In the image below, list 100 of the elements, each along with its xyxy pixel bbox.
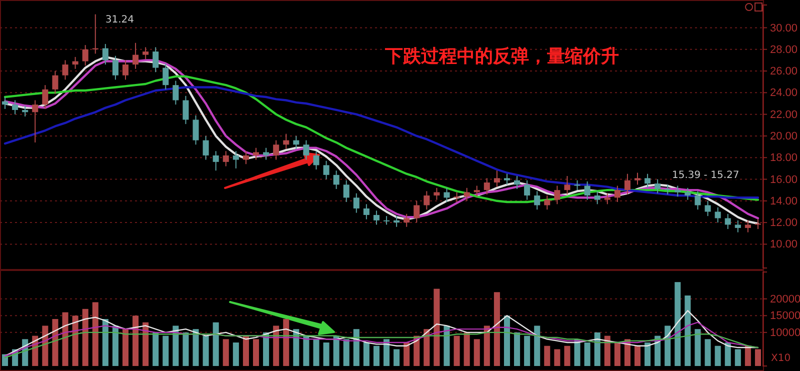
bar [182, 332, 189, 366]
candlestick [444, 187, 450, 202]
bar [122, 329, 129, 366]
bar [434, 288, 440, 366]
candlestick [172, 80, 179, 106]
candlestick [704, 200, 711, 217]
bar [363, 342, 370, 366]
candlestick [624, 173, 630, 195]
bar [424, 329, 430, 366]
bar [72, 316, 78, 366]
candlestick [263, 147, 270, 160]
candlestick [343, 180, 350, 202]
y-tick-label: 30.00 [770, 22, 798, 34]
candlestick [484, 178, 490, 195]
candlestick [202, 135, 209, 160]
bar [474, 339, 480, 366]
y-tick-label: 20.00 [770, 130, 798, 142]
y-tick-label: 20000 [770, 293, 800, 306]
bar [313, 339, 320, 366]
y-tick-label: 14.00 [770, 195, 798, 208]
bar [494, 292, 500, 366]
bar [634, 346, 641, 366]
y-tick-label: 10000 [770, 326, 800, 339]
candlestick [424, 190, 430, 210]
y-tick-label: 18.00 [770, 152, 798, 164]
candlestick [694, 190, 701, 210]
candlestick [744, 220, 751, 233]
candlestick [554, 185, 560, 205]
annotation: 15.39 - 15.27 [672, 170, 740, 181]
candlestick [394, 216, 400, 228]
bar [554, 349, 560, 366]
bar [102, 319, 108, 366]
candlestick [313, 150, 320, 170]
y-tick-label: 12.00 [770, 217, 798, 230]
bar [42, 326, 48, 366]
bar [333, 336, 340, 366]
bar [152, 332, 159, 366]
bar [524, 336, 530, 366]
bar [172, 326, 179, 366]
bar [484, 326, 490, 366]
candlestick [474, 185, 480, 198]
bar [202, 336, 209, 366]
bar [162, 336, 169, 366]
bar [132, 316, 139, 366]
bar [684, 296, 691, 366]
candlestick [534, 190, 540, 210]
bar [112, 326, 118, 366]
candlestick [454, 192, 460, 202]
bar [303, 336, 310, 366]
bar [283, 319, 290, 366]
bar [734, 349, 741, 366]
candlestick [22, 105, 28, 117]
candlestick [273, 140, 280, 160]
y-tick-label: 22.00 [770, 108, 798, 121]
bar [353, 329, 360, 366]
bar [142, 322, 149, 366]
text: 下跌过程中的反弹，量缩价升 [384, 46, 619, 67]
bar [192, 329, 199, 366]
candlestick [524, 180, 530, 200]
candlestick [293, 135, 300, 150]
bar [242, 336, 249, 366]
candlestick [122, 60, 129, 80]
bar [444, 326, 450, 366]
candlestick [112, 55, 118, 80]
candlestick [634, 172, 641, 186]
candlestick [404, 213, 410, 228]
bar [343, 339, 350, 366]
bar [52, 319, 58, 366]
bar [754, 349, 761, 366]
candlestick [514, 176, 520, 190]
candlestick [724, 213, 731, 230]
text: X10 [771, 353, 791, 364]
candlestick [644, 173, 651, 188]
bar [584, 342, 590, 366]
candlestick [152, 46, 159, 73]
line-series [4, 332, 759, 358]
bar [544, 346, 550, 366]
bar [394, 349, 400, 366]
candlestick [414, 200, 420, 224]
bar [373, 346, 380, 366]
bar [212, 322, 219, 366]
candlestick [142, 46, 149, 60]
candlestick [584, 180, 590, 200]
candlestick [52, 70, 58, 94]
bar [323, 342, 330, 366]
candlestick [434, 187, 440, 200]
candlestick [574, 180, 580, 191]
candlestick [212, 150, 219, 172]
candlestick [654, 178, 661, 194]
candlestick [594, 190, 600, 205]
candlestick [674, 185, 681, 198]
y-tick-label: 28.00 [770, 44, 798, 56]
bar [92, 302, 98, 366]
candlestick [102, 43, 108, 66]
bar [724, 342, 731, 366]
candlestick [614, 185, 620, 202]
candlestick [604, 192, 610, 205]
candlestick [162, 62, 169, 90]
candlestick [92, 14, 98, 54]
bar [694, 329, 701, 366]
